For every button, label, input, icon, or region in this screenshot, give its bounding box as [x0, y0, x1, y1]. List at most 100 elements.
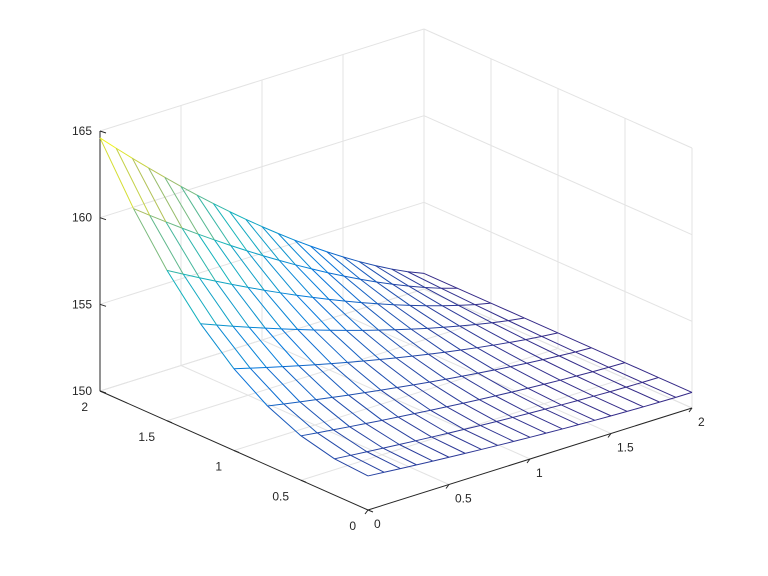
z-tick-label: 155: [72, 297, 92, 311]
mesh-edge: [365, 419, 383, 425]
mesh-edge: [380, 389, 415, 415]
back-wall-grid-line: [99, 115, 425, 219]
mesh-edge: [181, 227, 217, 282]
mesh-edge: [282, 366, 317, 401]
mesh-edge: [475, 324, 510, 343]
mesh-edge: [199, 277, 216, 282]
mesh-edge: [231, 283, 249, 288]
mesh-edge: [363, 358, 380, 362]
mesh-edge: [378, 329, 413, 357]
mesh-edge: [282, 365, 299, 368]
z-tick-label: 165: [72, 124, 92, 138]
mesh-edge: [526, 362, 561, 381]
y-tick-label: 2: [81, 400, 88, 414]
mesh-edge: [334, 454, 351, 460]
mesh-edge: [277, 233, 313, 270]
mesh-edge: [578, 419, 595, 426]
mesh-edge: [575, 351, 610, 368]
mesh-edge: [443, 325, 460, 328]
mesh-edge: [233, 368, 268, 407]
mesh-edge: [327, 272, 362, 303]
mesh-edge: [197, 233, 233, 285]
mesh-edge: [495, 391, 512, 397]
mesh-edge: [415, 436, 432, 442]
mesh-edge: [332, 394, 349, 398]
mesh-edge: [166, 269, 184, 275]
mesh-edge: [316, 432, 351, 456]
mesh-edge: [200, 323, 217, 326]
mesh-edge: [561, 404, 596, 421]
mesh-edge: [349, 426, 384, 449]
mesh-edge: [281, 328, 316, 366]
mesh-edge: [430, 406, 447, 411]
y-tick-label: 1.5: [138, 430, 155, 444]
mesh-edge: [99, 137, 117, 149]
mesh-edge: [215, 280, 250, 328]
x-tick-label: 0: [374, 517, 381, 531]
mesh-edge: [266, 367, 301, 403]
mesh-edge: [608, 366, 643, 383]
mesh-edge: [249, 367, 285, 405]
mesh-edge: [445, 378, 480, 401]
mesh-edge: [493, 341, 510, 346]
mesh-edge: [527, 383, 545, 389]
mesh-edge: [508, 320, 543, 337]
mesh-edge: [425, 287, 442, 289]
mesh-edge: [328, 298, 363, 331]
mesh-edge: [594, 415, 612, 421]
back-wall-grid-line: [99, 288, 425, 392]
side-wall-grid-line: [423, 115, 693, 236]
mesh-edge: [524, 317, 559, 334]
z-tick-mark: [99, 217, 107, 221]
mesh-edge: [411, 327, 428, 330]
mesh-edge: [459, 324, 476, 327]
mesh-edge: [408, 285, 426, 289]
mesh-edge: [448, 452, 466, 458]
mesh-edge: [627, 406, 644, 412]
mesh-edge: [131, 158, 167, 223]
mesh-edge: [593, 391, 611, 397]
mesh-edge: [462, 399, 480, 404]
mesh-edge: [413, 384, 448, 408]
mesh-edge: [165, 221, 200, 279]
mesh-edge: [376, 281, 411, 306]
z-tick-mark: [99, 303, 107, 307]
back-wall-grid-line: [99, 201, 425, 305]
mesh-edge: [492, 320, 509, 324]
mesh-edge: [132, 157, 149, 169]
mesh-edge: [526, 359, 544, 364]
mesh-edge: [215, 280, 232, 285]
mesh-edge: [509, 339, 526, 343]
mesh-edge: [344, 275, 361, 280]
mesh-edge: [610, 410, 628, 417]
mesh-edge: [510, 366, 545, 385]
y-tick-label: 0.5: [272, 489, 289, 503]
mesh-edge: [591, 347, 626, 364]
x-tick-label: 1.5: [617, 441, 634, 455]
mesh-edge: [391, 268, 408, 273]
z-tick-mark: [99, 130, 107, 134]
mesh-edge: [278, 260, 314, 298]
mesh-edge: [310, 245, 345, 277]
mesh-edge: [447, 432, 482, 450]
mesh-edge: [380, 387, 398, 391]
mesh-edge: [377, 303, 412, 330]
mesh-edge: [183, 273, 200, 279]
mesh-edge: [492, 344, 527, 364]
mesh-edge: [247, 287, 282, 330]
mesh-edge: [350, 451, 368, 456]
mesh-edge: [347, 361, 382, 391]
mesh-edge: [149, 214, 167, 223]
mesh-edge: [313, 329, 348, 363]
x-tick-label: 2: [698, 415, 705, 429]
mesh-edge: [414, 413, 449, 434]
z-tick-label: 150: [72, 384, 92, 398]
mesh-edge: [246, 250, 281, 294]
mesh-edge: [182, 273, 218, 326]
mesh-edge: [314, 363, 332, 366]
mesh-edge: [412, 353, 429, 357]
mesh-edge: [366, 451, 401, 470]
mesh-edge: [593, 395, 628, 412]
mesh-edge: [345, 329, 381, 360]
side-wall-grid-line: [423, 28, 693, 149]
